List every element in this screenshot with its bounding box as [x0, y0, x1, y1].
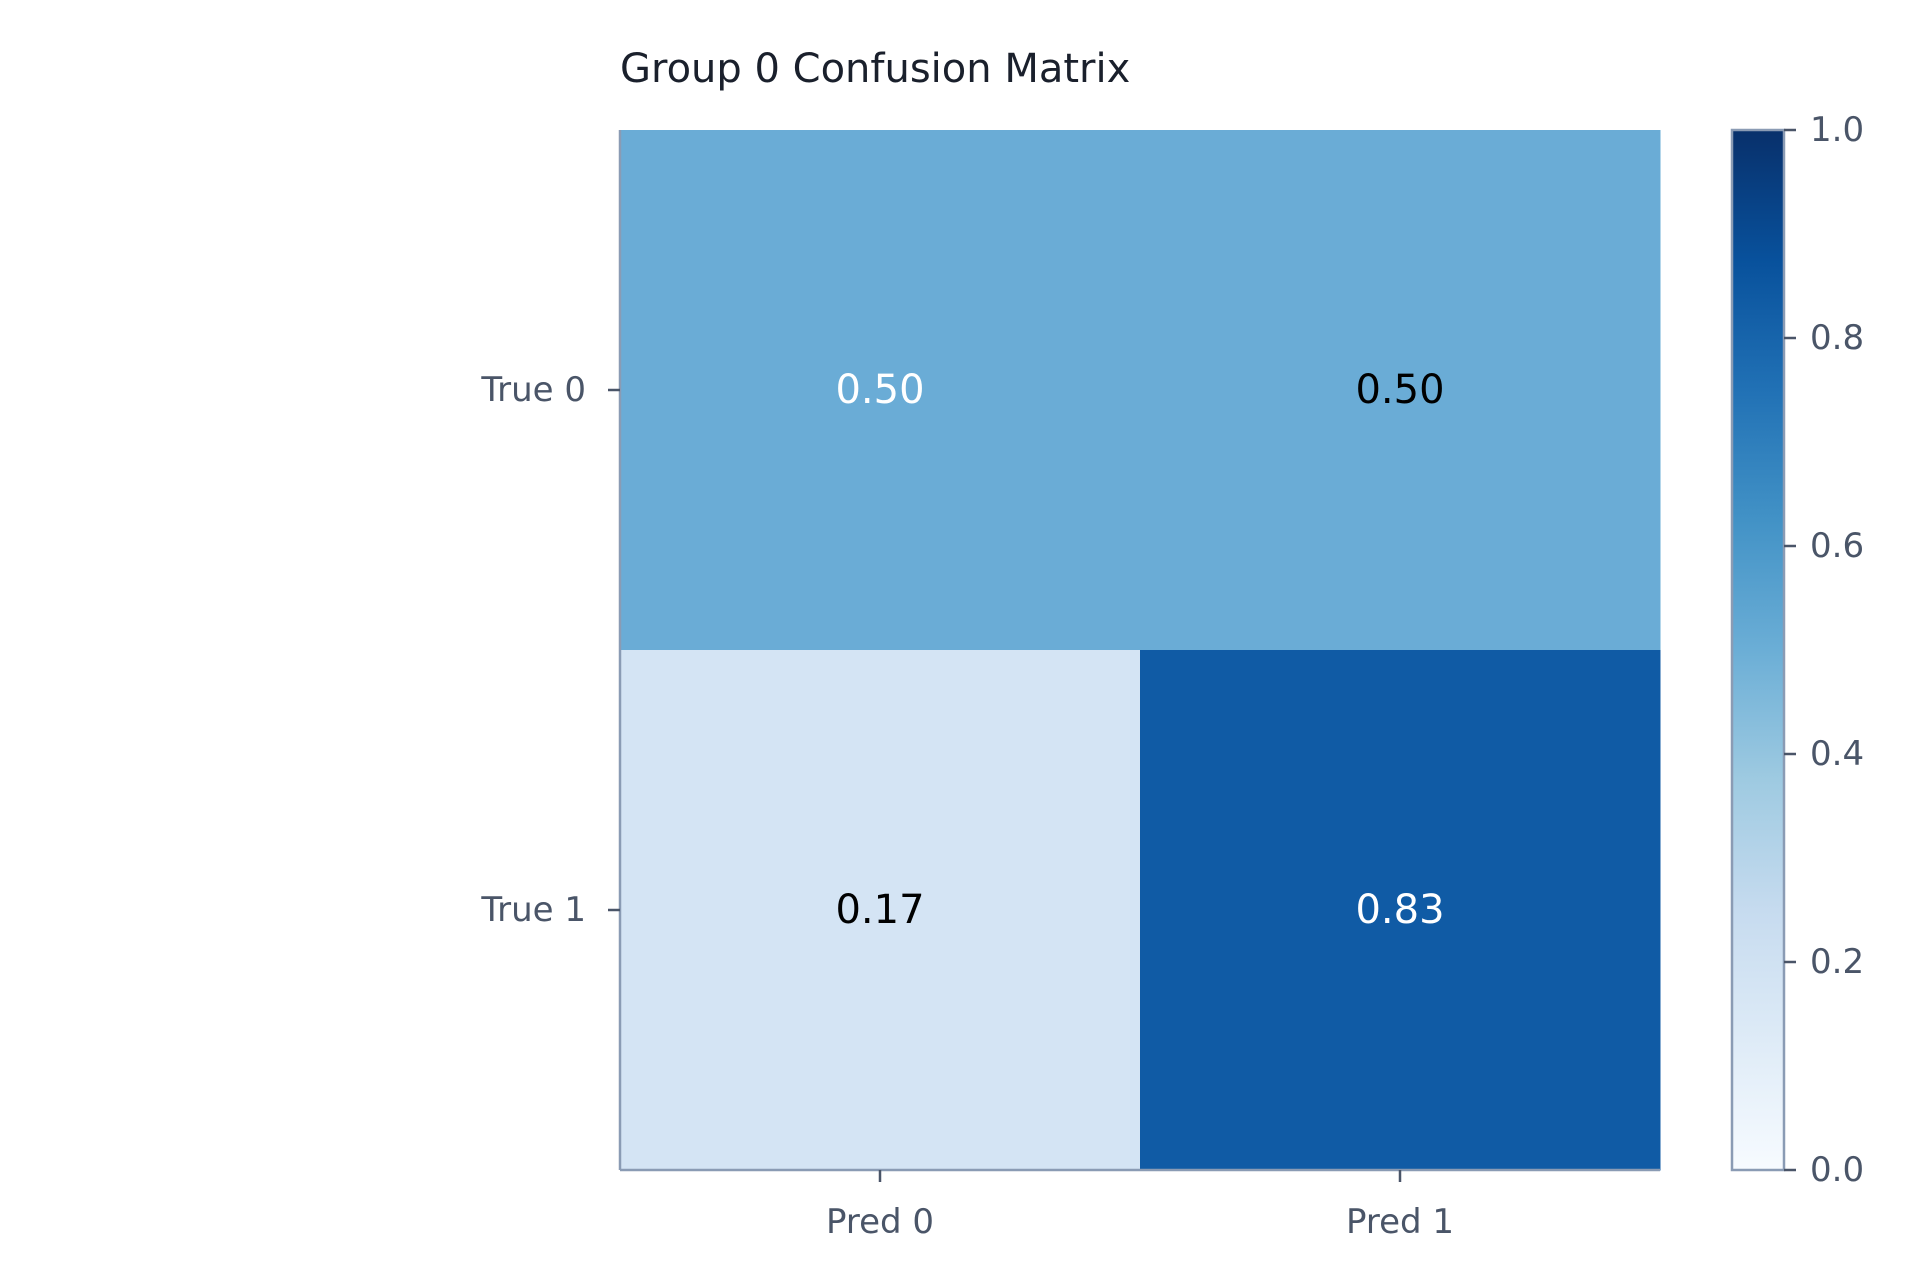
heatmap-axes: True 0 True 1 Pred 0 Pred 1: [480, 130, 1660, 1242]
colorbar: 0.0 0.2 0.4 0.6 0.8 1.0: [1730, 110, 1864, 1190]
cell-value-label-r0-c0: 0.50: [835, 367, 924, 413]
colorbar-tick-label: 1.0: [1810, 110, 1864, 150]
heatmap-cells: [620, 130, 1661, 1171]
colorbar-tick-label: 0.2: [1810, 942, 1864, 982]
cell-labels: 0.50 0.50 0.17 0.83: [835, 367, 1444, 933]
heatmap-cell-r0-c1: [1140, 130, 1661, 651]
colorbar-tick-label: 0.6: [1810, 526, 1864, 566]
colorbar-tick-label: 0.4: [1810, 734, 1864, 774]
y-tick-label: True 1: [480, 890, 586, 930]
colorbar-tick-label: 0.0: [1810, 1150, 1864, 1190]
cell-value-label-r1-c1: 0.83: [1355, 887, 1444, 933]
heatmap-cell-r0-c0: [620, 130, 1141, 651]
cell-value-label-r1-c0: 0.17: [835, 887, 924, 933]
chart-title: Group 0 Confusion Matrix: [620, 46, 1130, 92]
colorbar-tick-label: 0.8: [1810, 318, 1864, 358]
y-tick-label: True 0: [480, 370, 586, 410]
heatmap-cell-r1-c1: [1140, 650, 1661, 1171]
x-tick-label: Pred 1: [1346, 1202, 1454, 1242]
cell-value-label-r0-c1: 0.50: [1355, 367, 1444, 413]
x-tick-label: Pred 0: [826, 1202, 934, 1242]
colorbar-gradient: [1730, 128, 1786, 1172]
heatmap-cell-r1-c0: [620, 650, 1141, 1171]
